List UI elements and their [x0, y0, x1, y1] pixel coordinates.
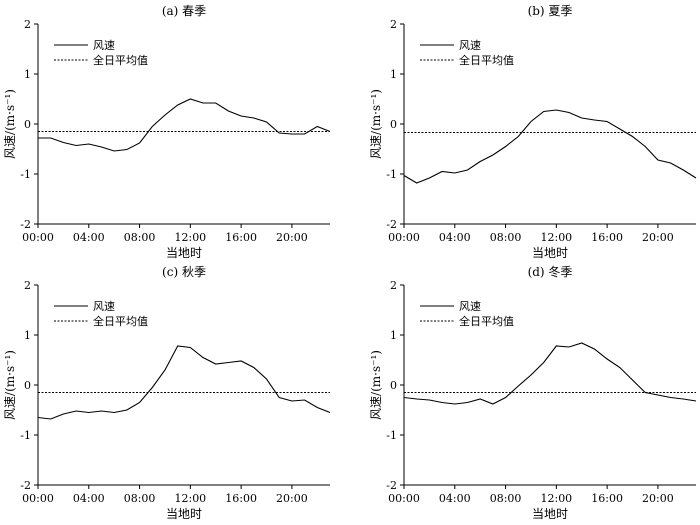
chart-panel-3: (c) 秋季 -2 -1 0 1 2 00:00 04:00 08:00 12:00 16:00 20…: [3, 265, 331, 521]
y-tick-label: -2: [20, 479, 31, 492]
legend-label: 全日平均值: [459, 314, 514, 328]
x-axis-label: 当地时: [532, 246, 568, 260]
x-tick-label: 12:00: [174, 492, 206, 505]
x-tick-label: 12:00: [540, 231, 572, 244]
panel-title: (a) 春季: [162, 4, 206, 18]
y-tick-label: 2: [390, 279, 397, 292]
y-tick-label: 1: [390, 329, 397, 342]
chart-panel-4: (d) 冬季 -2 -1 0 1 2 00:00 04:00 08:00 12:00 16:00 20…: [369, 264, 697, 521]
y-tick-label: 0: [24, 118, 31, 131]
y-tick-label: -2: [386, 218, 397, 231]
legend-label: 风速: [93, 300, 115, 313]
y-axis-label: 风速/(m·s⁻¹): [3, 350, 17, 420]
x-axis-label: 当地时: [166, 507, 202, 521]
x-tick-label: 16:00: [225, 492, 257, 505]
x-tick-label: 00:00: [22, 231, 54, 244]
x-tick-label: 08:00: [124, 231, 156, 244]
y-tick-label: 0: [390, 379, 397, 392]
y-tick-label: 0: [24, 379, 31, 392]
y-tick-label: 1: [24, 68, 31, 81]
x-tick-label: 20:00: [642, 231, 674, 244]
legend-label: 风速: [459, 300, 481, 313]
x-tick-label: 16:00: [591, 231, 623, 244]
y-tick-label: 1: [390, 68, 397, 81]
legend-label: 全日平均值: [459, 53, 514, 67]
x-tick-label: 08:00: [490, 492, 522, 505]
y-tick-label: -1: [20, 168, 31, 181]
x-tick-label: 00:00: [388, 492, 420, 505]
y-tick-label: 0: [390, 118, 397, 131]
y-axis-label: 风速/(m·s⁻¹): [369, 350, 383, 420]
x-tick-label: 20:00: [276, 231, 308, 244]
x-tick-label: 04:00: [439, 492, 471, 505]
y-tick-label: 2: [390, 18, 397, 31]
y-tick-label: -1: [386, 429, 397, 442]
chart-panel-1: (a) 春季 -2 -1 0 1 2 00:00 04:00 08:00 12:00 16:00 20…: [3, 4, 331, 260]
x-tick-label: 12:00: [174, 231, 206, 244]
x-axis-label: 当地时: [166, 246, 202, 260]
x-tick-label: 04:00: [73, 492, 105, 505]
wind-speed-line: [38, 98, 331, 152]
x-tick-label: 16:00: [225, 231, 257, 244]
y-tick-label: 1: [24, 329, 31, 342]
y-tick-label: 2: [24, 279, 31, 292]
y-axis-label: 风速/(m·s⁻¹): [3, 89, 17, 159]
x-tick-label: 04:00: [73, 231, 105, 244]
legend-label: 全日平均值: [93, 314, 148, 328]
x-axis-label: 当地时: [532, 507, 568, 521]
wind-speed-line: [37, 345, 331, 420]
x-tick-label: 08:00: [124, 492, 156, 505]
chart-panel-2: (b) 夏季 -2 -1 0 1 2 00:00 04:00 08:00 12:00 16:00 20…: [369, 4, 697, 260]
x-tick-label: 00:00: [22, 492, 54, 505]
y-tick-label: -2: [20, 218, 31, 231]
y-tick-label: -2: [386, 479, 397, 492]
x-tick-label: 08:00: [490, 231, 522, 244]
x-tick-label: 00:00: [388, 231, 420, 244]
x-tick-label: 20:00: [642, 492, 674, 505]
legend-label: 全日平均值: [93, 53, 148, 67]
x-tick-label: 16:00: [591, 492, 623, 505]
legend-label: 风速: [459, 39, 481, 52]
panel-title: (b) 夏季: [528, 4, 573, 18]
x-tick-label: 20:00: [276, 492, 308, 505]
wind-speed-line: [403, 342, 697, 405]
panel-title: (c) 秋季: [162, 265, 206, 279]
y-axis-label: 风速/(m·s⁻¹): [369, 89, 383, 159]
panel-title: (d) 冬季: [528, 264, 573, 279]
legend-label: 风速: [93, 39, 115, 52]
y-tick-label: 2: [24, 18, 31, 31]
x-tick-label: 12:00: [540, 492, 572, 505]
wind-speed-line: [403, 109, 697, 184]
y-tick-label: -1: [20, 429, 31, 442]
x-tick-label: 04:00: [439, 231, 471, 244]
y-tick-label: -1: [386, 168, 397, 181]
